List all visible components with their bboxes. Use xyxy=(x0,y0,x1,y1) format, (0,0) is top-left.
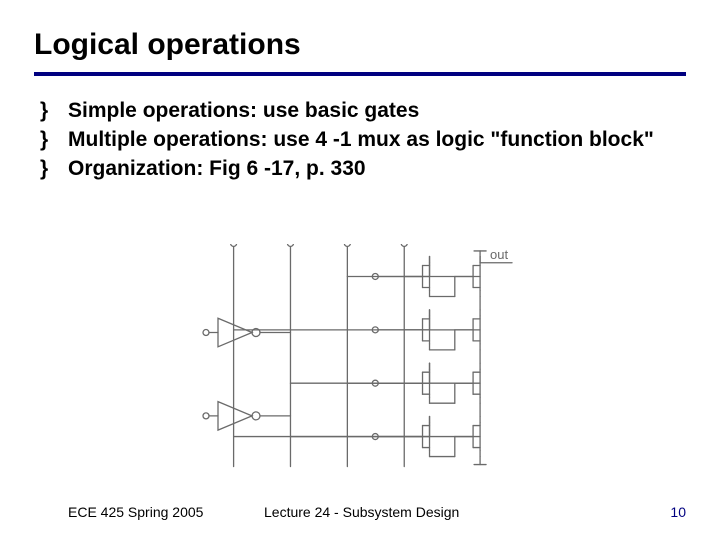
svg-text:out: out xyxy=(490,247,508,262)
footer-page-number: 10 xyxy=(670,504,686,520)
slide-title: Logical operations xyxy=(34,28,686,62)
footer-center: Lecture 24 - Subsystem Design xyxy=(264,504,459,520)
bullet-list: Simple operations: use basic gates Multi… xyxy=(34,98,686,183)
bullet-item: Organization: Fig 6 -17, p. 330 xyxy=(34,156,686,183)
title-rule xyxy=(34,72,686,76)
bullet-item: Simple operations: use basic gates xyxy=(34,98,686,125)
slide: Logical operations Simple operations: us… xyxy=(0,0,720,540)
slide-footer: ECE 425 Spring 2005 Lecture 24 - Subsyst… xyxy=(0,504,720,520)
footer-left: ECE 425 Spring 2005 xyxy=(68,504,203,520)
bullet-item: Multiple operations: use 4 -1 mux as log… xyxy=(34,127,686,154)
circuit-figure: out xyxy=(202,244,518,476)
